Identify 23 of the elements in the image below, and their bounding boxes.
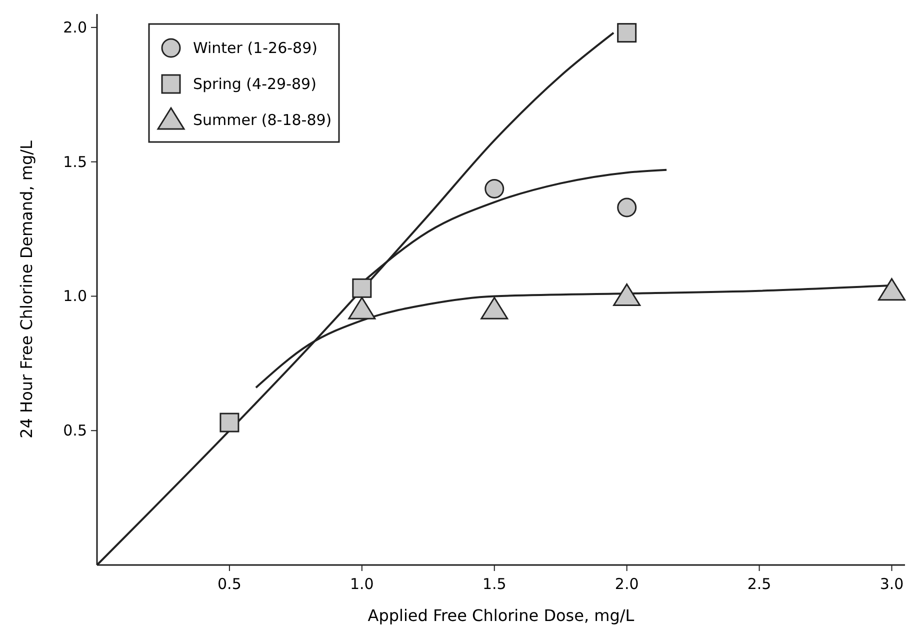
point: [348, 296, 376, 320]
x-tick-label: 2.0: [614, 575, 639, 593]
point: [613, 283, 641, 306]
point: [617, 23, 637, 43]
x-tick-label: 2.5: [747, 575, 772, 593]
point: [352, 278, 372, 298]
x-axis-title: Applied Free Chlorine Dose, mg/L: [368, 606, 634, 625]
point: [484, 178, 504, 198]
x-tick-label: 3.0: [880, 575, 904, 593]
x-tick-label: 1.5: [482, 575, 506, 593]
point: [617, 198, 637, 218]
point: [480, 296, 508, 320]
y-tick-label: 1.5: [63, 152, 87, 171]
legend-label: Summer (8-18-89): [193, 111, 332, 129]
legend-label: Winter (1-26-89): [193, 39, 318, 57]
legend-label: Spring (4-29-89): [193, 75, 316, 93]
y-tick-label: 1.0: [63, 287, 87, 306]
x-tick-label: 0.5: [218, 575, 242, 593]
x-tick-label: 1.0: [350, 575, 374, 593]
y-tick-label: 0.5: [63, 422, 87, 440]
point: [878, 278, 906, 301]
y-tick-label: 2.0: [63, 18, 87, 36]
y-axis-title: 24 Hour Free Chlorine Demand, mg/L: [17, 140, 36, 438]
